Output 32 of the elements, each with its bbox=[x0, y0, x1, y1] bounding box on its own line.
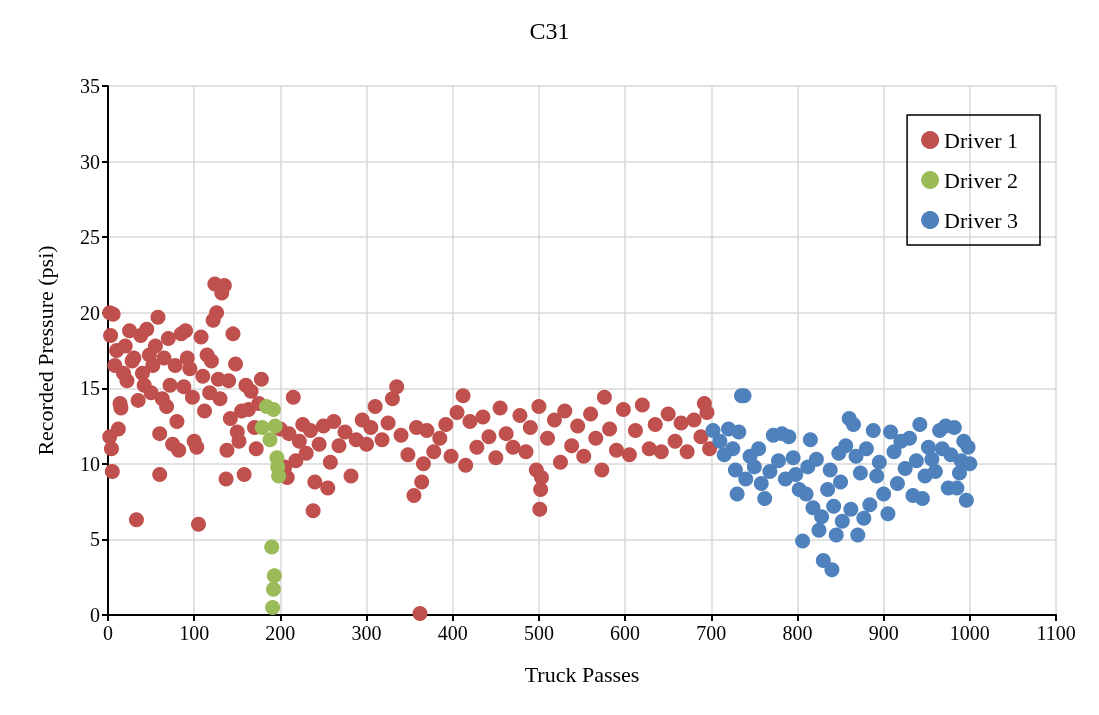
point bbox=[267, 418, 283, 434]
legend-label: Driver 1 bbox=[944, 127, 1018, 153]
y-tick-label: 5 bbox=[90, 528, 100, 551]
y-tick-label: 10 bbox=[80, 452, 100, 475]
legend-label: Driver 3 bbox=[944, 207, 1018, 233]
x-tick-label: 500 bbox=[523, 622, 554, 644]
legend-label: Driver 2 bbox=[944, 167, 1018, 193]
x-tick-label: 600 bbox=[610, 622, 641, 644]
x-tick-label: 700 bbox=[696, 622, 727, 644]
x-tick-label: 400 bbox=[437, 622, 468, 644]
y-axis-title: Recorded Pressure (psi) bbox=[32, 245, 58, 456]
x-tick-label: 300 bbox=[351, 622, 382, 644]
y-tick-label: 15 bbox=[80, 377, 100, 400]
point bbox=[262, 432, 278, 448]
point bbox=[265, 401, 281, 417]
chart-title: C31 bbox=[529, 18, 570, 44]
point bbox=[265, 599, 281, 615]
y-tick-label: 25 bbox=[80, 226, 100, 249]
x-tick-label: 100 bbox=[179, 622, 210, 644]
y-tick-label: 35 bbox=[80, 75, 100, 97]
x-axis-title: Truck Passes bbox=[524, 661, 640, 687]
point bbox=[265, 581, 281, 597]
y-tick-label: 0 bbox=[90, 604, 100, 626]
x-tick-label: 800 bbox=[782, 622, 813, 644]
y-tick-label: 20 bbox=[80, 301, 100, 324]
point bbox=[264, 539, 280, 555]
x-tick-label: 900 bbox=[868, 622, 899, 644]
x-tick-label: 1000 bbox=[949, 622, 990, 644]
y-tick-label: 30 bbox=[80, 150, 100, 173]
x-tick-label: 200 bbox=[265, 622, 296, 644]
x-tick-label: 1100 bbox=[1036, 622, 1076, 644]
point bbox=[266, 568, 282, 584]
